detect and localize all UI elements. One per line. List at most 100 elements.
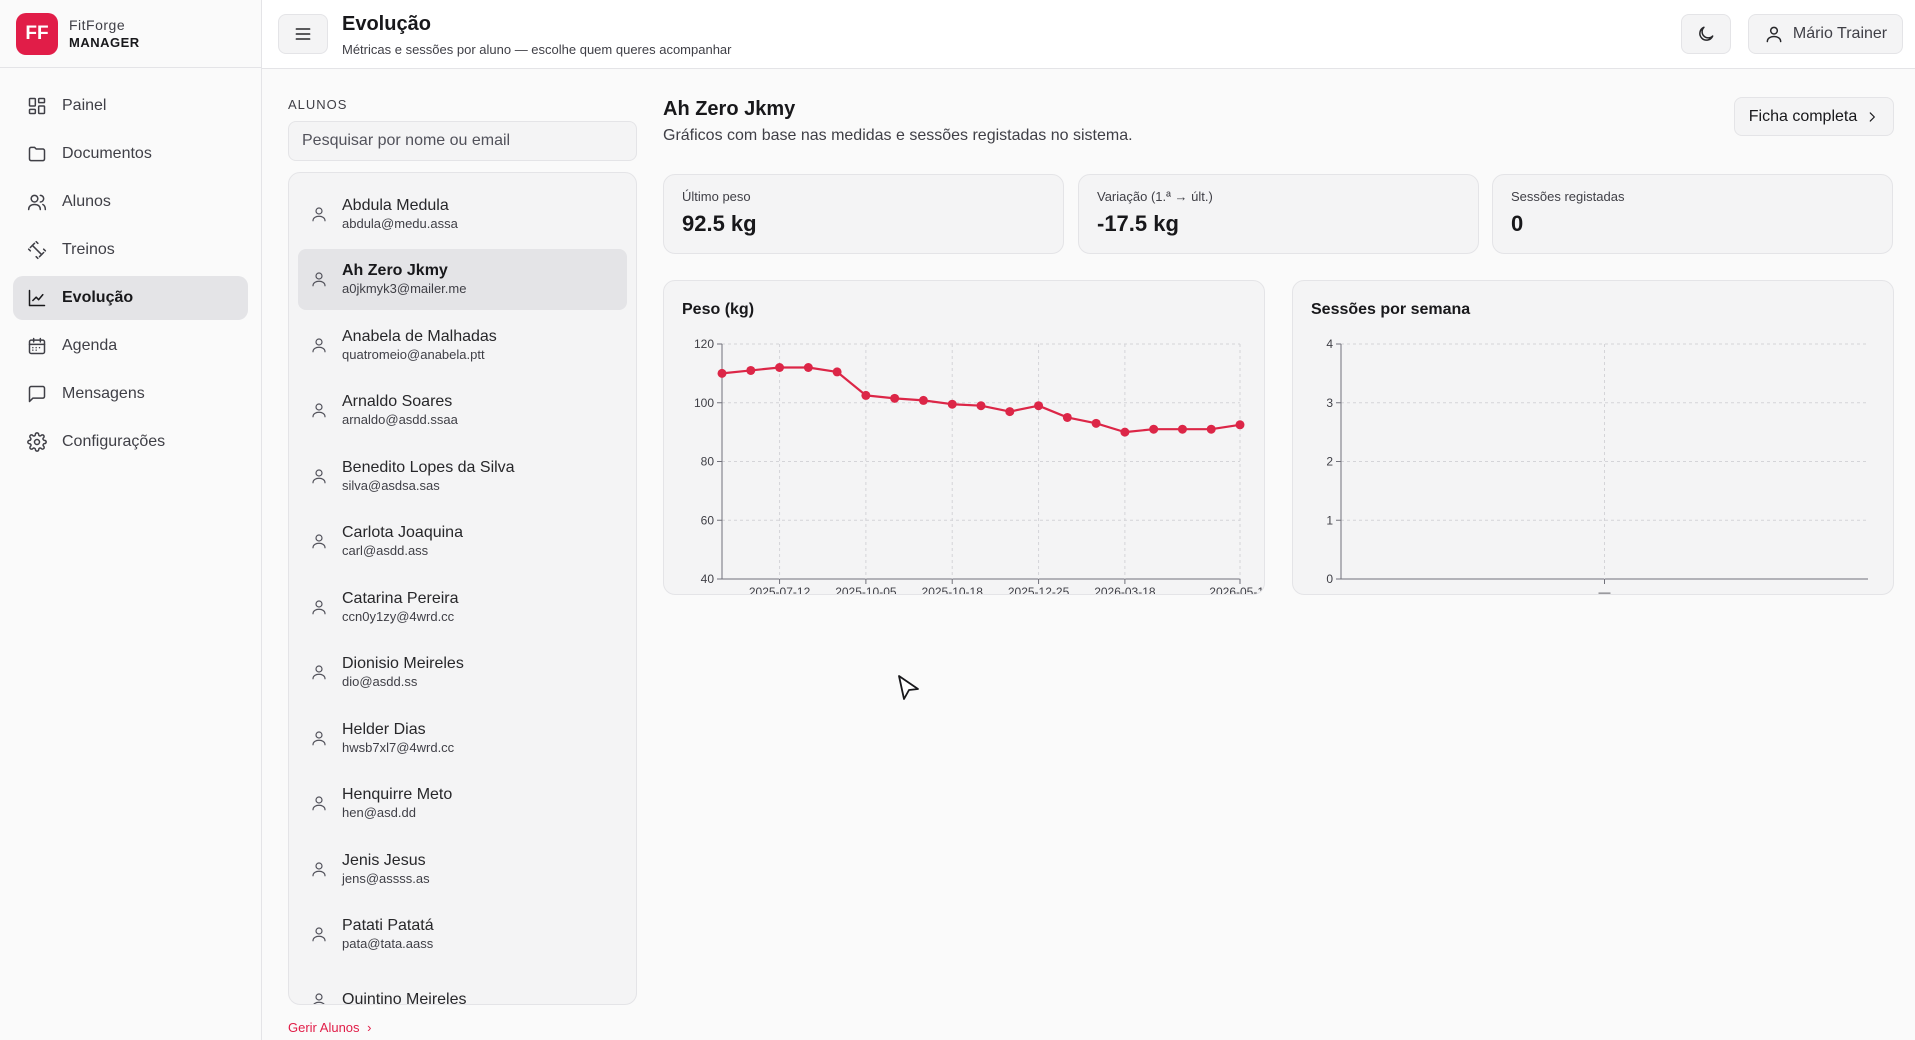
y-tick-label: 100: [694, 396, 714, 410]
student-list-item[interactable]: Helder Dias hwsb7xl7@4wrd.cc: [298, 707, 627, 768]
student-email: hen@asd.dd: [342, 805, 416, 820]
user-icon: [310, 532, 328, 550]
weight-data-point: [976, 401, 986, 411]
user-icon: [310, 401, 328, 419]
brand-name: FitForge: [69, 16, 126, 33]
student-list-item[interactable]: Quintino Meireles: [298, 969, 627, 1004]
y-tick-label: 120: [694, 337, 714, 351]
student-name: Benedito Lopes da Silva: [342, 458, 515, 476]
sidebar-item-label: Treinos: [62, 241, 115, 258]
brand-tagline: MANAGER: [69, 34, 140, 50]
sidebar-item-treinos[interactable]: Treinos: [13, 228, 248, 272]
student-list-item[interactable]: Carlota Joaquina carl@asdd.ass: [298, 511, 627, 572]
weight-data-point: [1206, 424, 1216, 434]
full-profile-button[interactable]: Ficha completa: [1734, 97, 1894, 136]
student-name: Anabela de Malhadas: [342, 327, 497, 345]
student-name: Abdula Medula: [342, 196, 449, 214]
student-list-item[interactable]: Jenis Jesus jens@assss.as: [298, 838, 627, 899]
x-tick-label: 2025-12-25: [1008, 585, 1070, 595]
student-list-item[interactable]: Benedito Lopes da Silva silva@asdsa.sas: [298, 445, 627, 506]
user-icon: [310, 336, 328, 354]
student-list-item[interactable]: Catarina Pereira ccn0y1zy@4wrd.cc: [298, 576, 627, 637]
selected-student-description: Gráficos com base nas medidas e sessões …: [663, 127, 1133, 144]
hamburger-icon: [295, 28, 311, 40]
student-email: dio@asdd.ss: [342, 674, 418, 689]
brand-logo: FF: [16, 12, 58, 55]
stat-card-sessions: Sessões registadas 0: [1492, 174, 1893, 254]
weight-data-point: [1034, 401, 1044, 411]
sidebar-item-agenda[interactable]: Agenda: [13, 324, 248, 368]
brand[interactable]: FF FitForge MANAGER: [0, 0, 261, 68]
weight-data-point: [746, 365, 756, 375]
weight-chart-card: Peso (kg) 40 60 80 100 120 2025-07-12 2025-10-…: [663, 280, 1265, 595]
weight-data-point: [1149, 424, 1159, 434]
student-list-item[interactable]: Patati Patatá pata@tata.aass: [298, 904, 627, 965]
user-name: Mário Trainer: [1792, 25, 1888, 42]
full-profile-label: Ficha completa: [1748, 107, 1858, 125]
users-icon: [27, 192, 47, 212]
sidebar-item-label: Agenda: [62, 337, 118, 354]
sidebar-item-label: Alunos: [62, 193, 111, 210]
student-name: Jenis Jesus: [342, 851, 426, 869]
x-tick-label: 2026-03-18: [1094, 585, 1156, 595]
sidebar-item-documentos[interactable]: Documentos: [13, 132, 248, 176]
student-list-item[interactable]: Henquirre Meto hen@asd.dd: [298, 773, 627, 834]
sidebar-item-mensagens[interactable]: Mensagens: [13, 372, 248, 416]
sessions-chart: 0 1 2 3 4 —: [1326, 337, 1868, 594]
student-name: Henquirre Meto: [342, 786, 453, 803]
student-list-item[interactable]: Abdula Medula abdula@medu.assa: [298, 183, 627, 244]
student-email: jens@assss.as: [342, 870, 430, 886]
student-name: Arnaldo Soares: [342, 393, 453, 410]
weight-data-point: [1005, 407, 1015, 417]
user-menu-button[interactable]: Mário Trainer: [1748, 14, 1903, 54]
student-email: ccn0y1zy@4wrd.cc: [342, 608, 455, 624]
top-header: Evolução Métricas e sessões por aluno — …: [262, 0, 1915, 69]
stat-card-last-weight: Último peso 92.5 kg: [663, 174, 1064, 254]
user-icon: [310, 598, 328, 616]
student-list-item[interactable]: Arnaldo Soares arnaldo@asdd.ssaa: [298, 380, 627, 441]
selected-student-name: Ah Zero Jkmy: [663, 98, 796, 120]
stat-card-variation: Variação (1.ª → últ.) -17.5 kg: [1078, 174, 1479, 254]
stat-label: Último peso: [682, 189, 751, 204]
student-list[interactable]: Abdula Medula abdula@medu.assa Ah Zero Jkm…: [288, 172, 637, 1005]
calendar-icon: [27, 336, 47, 356]
x-tick-label: 2025-07-12: [749, 585, 811, 595]
y-tick-label: 2: [1326, 455, 1333, 469]
gear-icon: [27, 432, 47, 452]
sidebar-item-evolucao[interactable]: Evolução: [13, 276, 248, 320]
student-list-item[interactable]: Ah Zero Jkmy a0jkmyk3@mailer.me: [298, 248, 627, 310]
user-icon: [310, 729, 328, 747]
stat-value: 0: [1511, 211, 1524, 236]
manage-students-link[interactable]: Gerir Alunos ›: [288, 1020, 372, 1035]
student-list-item[interactable]: Anabela de Malhadas quatromeio@anabela.pt…: [298, 314, 627, 375]
student-name: Dionisio Meireles: [342, 655, 464, 672]
user-icon: [310, 925, 328, 943]
student-email: abdula@medu.assa: [342, 215, 458, 231]
user-icon: [310, 860, 328, 878]
student-list-item[interactable]: Dionisio Meireles dio@asdd.ss: [298, 642, 627, 703]
chevron-right-icon: ›: [367, 1020, 372, 1035]
user-icon: [310, 663, 328, 681]
theme-toggle-button[interactable]: [1681, 14, 1731, 54]
student-name: Carlota Joaquina: [342, 524, 463, 541]
page-subtitle: Métricas e sessões por aluno — escolhe q…: [342, 42, 732, 57]
chart-line-icon: [27, 288, 47, 308]
y-tick-label: 4: [1326, 337, 1333, 351]
weight-data-point: [1120, 427, 1130, 437]
student-name: Patati Patatá: [342, 917, 434, 934]
weight-data-point: [1177, 424, 1187, 434]
student-email: pata@tata.aass: [342, 936, 434, 951]
weight-data-point: [717, 368, 727, 378]
sidebar-item-alunos[interactable]: Alunos: [13, 180, 248, 224]
menu-toggle-button[interactable]: [278, 14, 328, 54]
weight-series-line: [721, 366, 1241, 434]
sidebar-item-configuracoes[interactable]: Configurações: [13, 420, 248, 464]
mouse-cursor-icon: [896, 673, 922, 708]
student-search-input[interactable]: [288, 121, 637, 161]
weight-data-point: [803, 363, 813, 372]
weight-data-point: [1062, 412, 1072, 422]
dashboard-icon: [27, 96, 47, 116]
student-email: a0jkmyk3@mailer.me: [342, 281, 467, 296]
sidebar-item-painel[interactable]: Painel: [13, 84, 248, 128]
y-tick-label: 80: [701, 455, 715, 469]
